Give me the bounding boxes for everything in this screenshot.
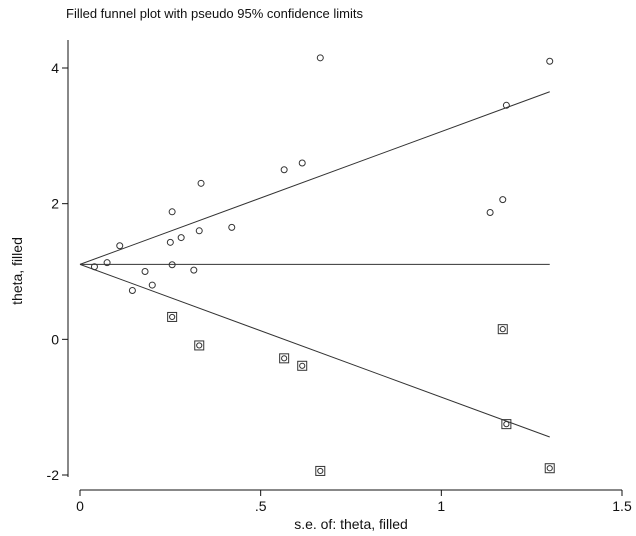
filled-marker-circle (281, 355, 288, 362)
y-tick-label: -2 (47, 467, 60, 483)
observed-study-point (298, 159, 306, 167)
observed-study-point (148, 281, 156, 289)
observed-study-point (103, 259, 111, 267)
filled-study-point (315, 465, 326, 476)
filled-marker-circle (499, 326, 506, 333)
observed-study-point (546, 57, 554, 65)
filled-marker-circle (169, 313, 176, 321)
filled-marker-square (315, 465, 326, 476)
chart-title: Filled funnel plot with pseudo 95% confi… (66, 6, 364, 21)
lower-confidence-limit (79, 263, 550, 438)
observed-study-point (168, 261, 176, 269)
observed-study-point (166, 238, 174, 246)
observed-study-point (499, 196, 507, 204)
x-tick-label: 1.5 (612, 498, 632, 514)
observed-study-point (195, 227, 203, 235)
observed-study-point (197, 179, 205, 187)
observed-study-point (90, 263, 98, 271)
filled-marker-square (297, 360, 308, 371)
x-tick-label: .5 (255, 498, 267, 514)
filled-marker-circle (546, 465, 553, 472)
axes: -2 0 2 4 0 .5 1 1.5 (47, 40, 632, 514)
filled-marker-square (501, 419, 512, 430)
filled-marker-circle (299, 362, 306, 369)
observed-study-point (502, 101, 510, 109)
filled-marker-square (497, 324, 508, 335)
filled-study-point (544, 463, 555, 474)
filled-study-point (279, 353, 290, 364)
filled-marker-circle (196, 342, 203, 349)
filled-marker-square (167, 311, 178, 322)
observed-study-point (141, 268, 149, 275)
filled-study-point (167, 311, 178, 322)
observed-study-point (190, 266, 198, 274)
funnel-lines (79, 91, 550, 438)
observed-study-point (128, 286, 136, 294)
y-tick-label: 4 (51, 60, 59, 76)
filled-study-point (194, 340, 205, 351)
y-tick-label: 2 (51, 196, 59, 212)
observed-study-point (228, 223, 236, 231)
x-tick-label: 1 (437, 498, 445, 514)
filled-marker-circle (317, 467, 324, 475)
observed-study-point (177, 234, 185, 242)
observed-study-point (316, 54, 324, 62)
filled-marker-circle (503, 421, 510, 428)
x-axis-title: s.e. of: theta, filled (294, 516, 408, 532)
y-tick-label: 0 (51, 331, 59, 347)
x-tick-label: 0 (76, 498, 84, 514)
y-axis-title: theta, filled (9, 237, 25, 305)
filled-study-point (501, 419, 512, 430)
data-points (90, 54, 555, 476)
upper-confidence-limit (79, 91, 550, 265)
observed-study-point (168, 208, 176, 216)
observed-study-point (280, 166, 288, 174)
filled-marker-square (194, 340, 205, 351)
filled-marker-square (279, 353, 290, 364)
observed-study-point (116, 242, 124, 250)
filled-study-point (297, 360, 308, 371)
filled-marker-square (544, 463, 555, 474)
observed-study-point (486, 208, 494, 216)
filled-study-point (497, 324, 508, 335)
